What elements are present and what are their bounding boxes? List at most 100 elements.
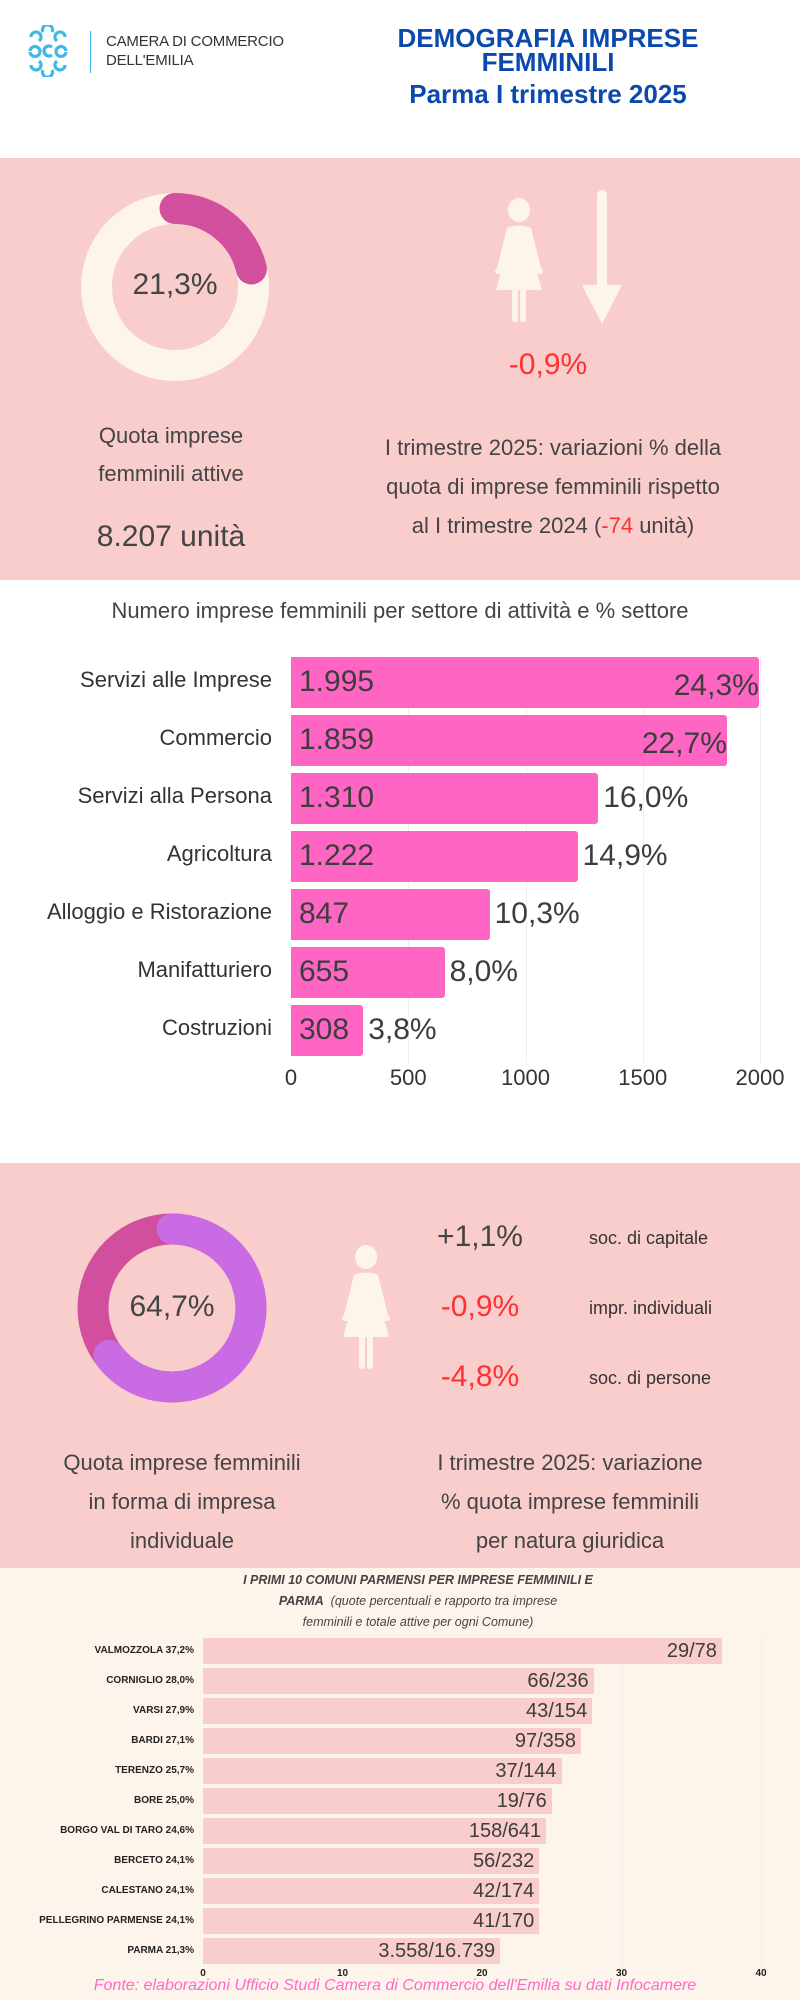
units-count: 8.207 unità bbox=[96, 520, 246, 553]
gridline bbox=[642, 657, 644, 1063]
category-label: VARSI 27,9% bbox=[133, 1705, 194, 1716]
sector-chart-section: Numero imprese femminili per settore di … bbox=[0, 580, 800, 1162]
bar bbox=[291, 831, 578, 882]
gridline bbox=[761, 1638, 762, 1968]
bar bbox=[291, 1005, 364, 1056]
category-label: CORNIGLIO 28,0% bbox=[106, 1675, 194, 1686]
gridline bbox=[621, 1638, 623, 1968]
bar-label: 19/76 bbox=[496, 1790, 547, 1812]
share-label-line2: femminili attive bbox=[98, 461, 244, 486]
individual-share-donut bbox=[77, 1213, 267, 1403]
legal-form-desc-line2: % quota imprese femminili bbox=[441, 1489, 699, 1514]
x-tick-label: 1500 bbox=[618, 1065, 668, 1090]
page-subtitle: Parma I trimestre 2025 bbox=[409, 79, 687, 109]
category-label: PARMA 21,3% bbox=[127, 1945, 194, 1956]
bar-label: 3.558/16.739 bbox=[378, 1940, 496, 1962]
bar bbox=[203, 1818, 547, 1844]
value-label: 1.310 bbox=[299, 781, 375, 814]
female-share-donut bbox=[81, 193, 269, 381]
x-tick-label: 2000 bbox=[735, 1065, 785, 1090]
bar-label: 158/641 bbox=[468, 1820, 542, 1842]
percent-label: 16,0% bbox=[603, 781, 689, 814]
change-value: -4,8% bbox=[440, 1360, 520, 1393]
value-label: 1.222 bbox=[299, 839, 375, 872]
individual-label-line3: individuale bbox=[130, 1528, 234, 1553]
bar-label: 97/358 bbox=[514, 1730, 577, 1752]
bar bbox=[203, 1638, 722, 1664]
x-tick-label: 30 bbox=[615, 1968, 628, 1979]
category-label: Agricoltura bbox=[166, 841, 272, 866]
gridline bbox=[760, 657, 761, 1063]
category-label: BARDI 27,1% bbox=[131, 1735, 194, 1746]
change-description-line1: I trimestre 2025: variazioni % della bbox=[384, 435, 722, 460]
x-tick-label: 1000 bbox=[501, 1065, 550, 1090]
individual-label-line2: in forma di impresa bbox=[88, 1489, 276, 1514]
title-bold: PARMA bbox=[278, 1594, 324, 1608]
bar-label: 37/144 bbox=[495, 1760, 557, 1782]
source-note: Fonte: elaborazioni Ufficio Studi Camera… bbox=[93, 1977, 697, 1994]
bar bbox=[203, 1878, 540, 1904]
category-label: CALESTANO 24,1% bbox=[101, 1885, 194, 1896]
legal-form-desc-line3: per natura giuridica bbox=[475, 1528, 665, 1553]
percent-label: 8,0% bbox=[449, 955, 518, 988]
change-value: -0,9% bbox=[440, 1290, 520, 1323]
bar-label: 43/154 bbox=[526, 1700, 588, 1722]
municipalities-chart-section: I PRIMI 10 COMUNI PARMENSI PER IMPRESE F… bbox=[0, 1568, 800, 2000]
arrow-down-icon bbox=[582, 190, 622, 324]
title-rest: (quote percentuali e rapporto tra impres… bbox=[330, 1594, 558, 1608]
category-label: BORGO VAL DI TARO 24,6% bbox=[60, 1825, 194, 1836]
legal-form-desc-line1: I trimestre 2025: variazione bbox=[437, 1450, 703, 1475]
bar bbox=[291, 715, 727, 766]
female-share-section: 21,3% -0,9% Quota imprese femminili atti… bbox=[0, 158, 800, 580]
value-label: 1.995 bbox=[299, 665, 375, 698]
units-change: -74 bbox=[601, 513, 634, 538]
category-label: Servizi alle Imprese bbox=[80, 667, 272, 692]
value-label: 847 bbox=[299, 897, 350, 930]
bar bbox=[291, 889, 490, 940]
value-label: 308 bbox=[299, 1013, 350, 1046]
donut-value: 64,7% bbox=[129, 1290, 215, 1323]
change-label: impr. individuali bbox=[589, 1298, 713, 1318]
logo-text-line2: DELL'EMILIA bbox=[106, 52, 194, 69]
sector-chart-title: Numero imprese femminili per settore di … bbox=[111, 598, 689, 623]
percent-label: 24,3% bbox=[673, 669, 759, 702]
change-description-line2: quota di imprese femminili rispetto bbox=[386, 474, 720, 499]
x-tick-label: 40 bbox=[755, 1968, 767, 1979]
x-tick-label: 20 bbox=[476, 1968, 488, 1979]
logo-text-line1: CAMERA DI COMMERCIO bbox=[106, 33, 284, 50]
sector-chart: 0 500 1000 1500 2000 Servizi alle Imprese 1.99… bbox=[0, 580, 800, 1162]
category-label: Servizi alla Persona bbox=[77, 783, 272, 808]
municipalities-chart-title-line3: femminili e totale attive per ogni Comun… bbox=[302, 1615, 534, 1629]
value-label: 1.859 bbox=[299, 723, 375, 756]
yearly-change-value: -0,9% bbox=[508, 348, 588, 381]
logo-divider bbox=[90, 31, 91, 73]
municipalities-chart-title-line2: PARMA (quote percentuali e rapporto tra … bbox=[118, 1594, 718, 1608]
category-label: BERCETO 24,1% bbox=[114, 1855, 194, 1866]
bar bbox=[291, 773, 599, 824]
donut-value: 21,3% bbox=[132, 268, 218, 301]
bar-label: 29/78 bbox=[666, 1640, 717, 1662]
individual-label-line1: Quota imprese femminili bbox=[63, 1450, 301, 1475]
value-label: 655 bbox=[299, 955, 350, 988]
category-label: Manifatturiero bbox=[137, 957, 272, 982]
change-label: soc. di persone bbox=[589, 1368, 712, 1388]
header: CAMERA DI COMMERCIO DELL'EMILIA DEMOGRAF… bbox=[0, 0, 800, 156]
woman-icon bbox=[342, 1245, 390, 1369]
bar-label: 56/232 bbox=[473, 1850, 535, 1872]
bar bbox=[203, 1908, 540, 1934]
category-label: PELLEGRINO PARMENSE 24,1% bbox=[39, 1915, 194, 1926]
percent-label: 14,9% bbox=[582, 839, 668, 872]
change-label: soc. di capitale bbox=[589, 1228, 709, 1248]
percent-label: 10,3% bbox=[494, 897, 580, 930]
donut-arc-female bbox=[81, 193, 269, 381]
bar bbox=[203, 1938, 501, 1964]
page-title-line1: DEMOGRAFIA IMPRESE bbox=[397, 23, 699, 53]
category-label: BORE 25,0% bbox=[133, 1795, 194, 1806]
change-description-line3: al I trimestre 2024 (-74 unità) bbox=[323, 506, 783, 545]
municipalities-chart-title-line1: I PRIMI 10 COMUNI PARMENSI PER IMPRESE F… bbox=[243, 1573, 593, 1587]
x-tick-label: 500 bbox=[389, 1065, 427, 1090]
woman-icon bbox=[495, 198, 543, 322]
logo-icon bbox=[28, 25, 68, 77]
bar-label: 41/170 bbox=[473, 1910, 535, 1932]
percent-label: 22,7% bbox=[641, 727, 727, 760]
